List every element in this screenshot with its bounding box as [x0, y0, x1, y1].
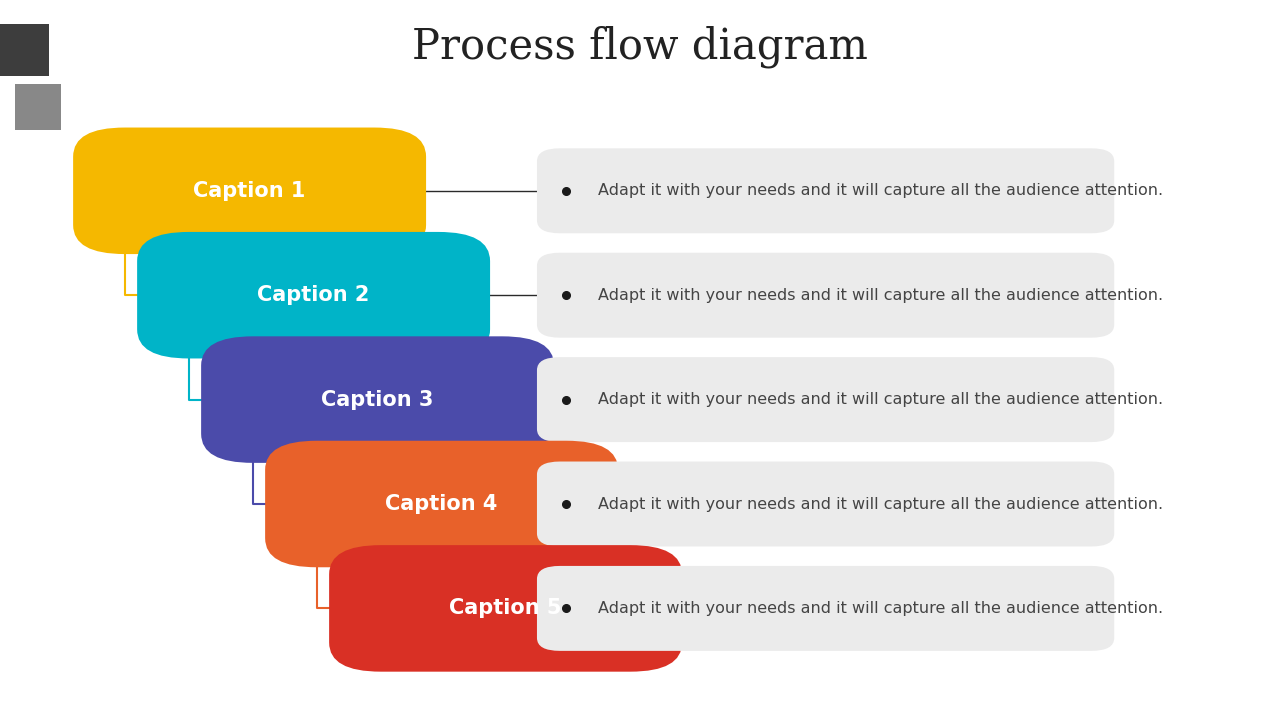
Text: Adapt it with your needs and it will capture all the audience attention.: Adapt it with your needs and it will cap…	[599, 392, 1164, 407]
Text: Adapt it with your needs and it will capture all the audience attention.: Adapt it with your needs and it will cap…	[599, 497, 1164, 511]
Text: Caption 5: Caption 5	[449, 598, 562, 618]
Text: Adapt it with your needs and it will capture all the audience attention.: Adapt it with your needs and it will cap…	[599, 601, 1164, 616]
FancyBboxPatch shape	[73, 127, 426, 254]
Text: Caption 1: Caption 1	[193, 181, 306, 201]
Text: Caption 4: Caption 4	[385, 494, 498, 514]
FancyBboxPatch shape	[538, 148, 1114, 233]
FancyBboxPatch shape	[538, 462, 1114, 546]
FancyBboxPatch shape	[329, 545, 682, 672]
FancyBboxPatch shape	[15, 84, 61, 130]
Text: Caption 3: Caption 3	[321, 390, 434, 410]
Text: Adapt it with your needs and it will capture all the audience attention.: Adapt it with your needs and it will cap…	[599, 184, 1164, 198]
FancyBboxPatch shape	[538, 357, 1114, 442]
FancyBboxPatch shape	[538, 253, 1114, 338]
FancyBboxPatch shape	[538, 566, 1114, 651]
FancyBboxPatch shape	[265, 441, 618, 567]
Text: Adapt it with your needs and it will capture all the audience attention.: Adapt it with your needs and it will cap…	[599, 288, 1164, 302]
Text: Caption 2: Caption 2	[257, 285, 370, 305]
FancyBboxPatch shape	[201, 336, 554, 463]
FancyBboxPatch shape	[0, 24, 49, 76]
Text: Process flow diagram: Process flow diagram	[412, 25, 868, 68]
FancyBboxPatch shape	[137, 232, 490, 359]
